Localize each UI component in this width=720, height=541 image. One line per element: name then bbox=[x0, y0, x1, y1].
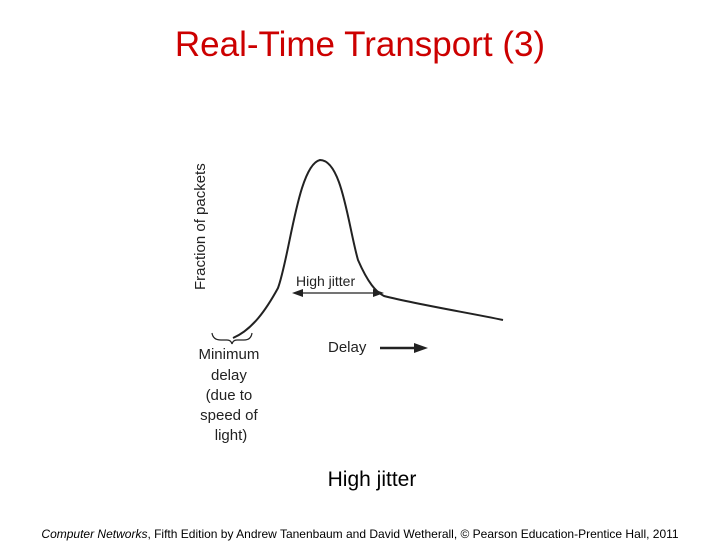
min-delay-line-3: (due to bbox=[206, 387, 253, 404]
svg-text:Minimum delay (due to: Minimum delay (due to speed of light) bbox=[198, 346, 263, 444]
footer-book-title: Computer Networks bbox=[41, 527, 148, 541]
y-axis-label: Fraction of packets bbox=[192, 163, 209, 290]
figure-caption: High jitter bbox=[327, 468, 417, 491]
footer-rest: , Fifth Edition by Andrew Tanenbaum and … bbox=[147, 527, 679, 541]
min-delay-line-5: light) bbox=[215, 427, 248, 444]
min-delay-line-1: Minimum bbox=[198, 346, 259, 363]
jitter-arrow-left-head bbox=[292, 289, 303, 297]
delay-distribution-curve bbox=[232, 158, 504, 339]
delay-arrow-head bbox=[414, 343, 428, 353]
jitter-arrow-right-head bbox=[373, 289, 384, 297]
slide-title: Real-Time Transport (3) bbox=[174, 25, 546, 64]
jitter-label: High jitter bbox=[296, 273, 355, 289]
footer-citation: Computer Networks, Fifth Edition by Andr… bbox=[0, 527, 720, 541]
min-delay-line-2: delay bbox=[211, 367, 247, 384]
minimum-delay-brace bbox=[211, 332, 253, 345]
x-axis-label: Delay bbox=[328, 339, 367, 356]
min-delay-line-4: speed of bbox=[200, 407, 258, 424]
